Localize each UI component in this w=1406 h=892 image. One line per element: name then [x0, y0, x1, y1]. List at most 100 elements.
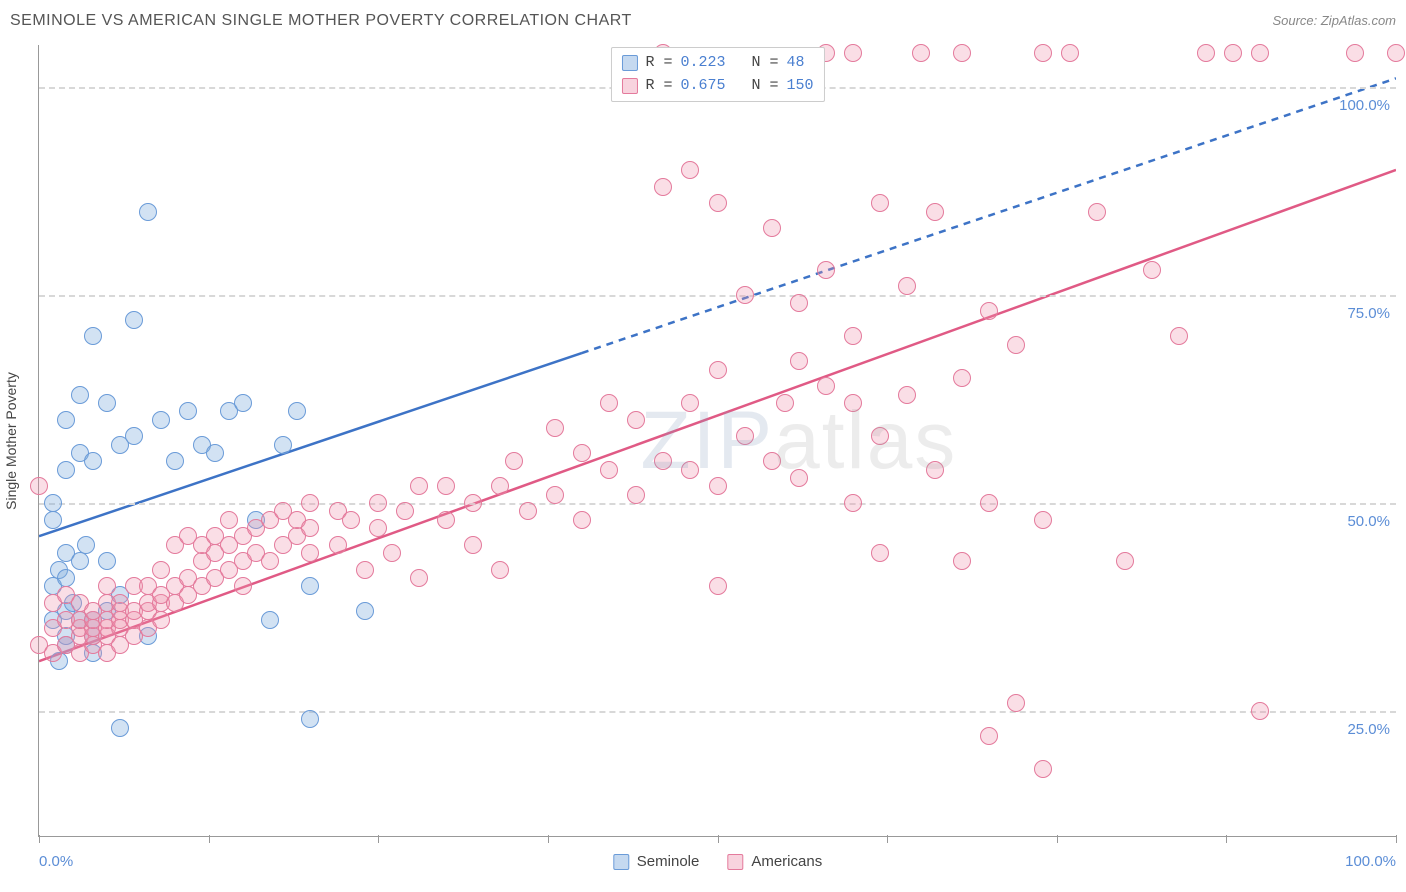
data-point: [396, 502, 414, 520]
data-point: [1251, 702, 1269, 720]
data-point: [681, 161, 699, 179]
data-point: [709, 577, 727, 595]
data-point: [1007, 694, 1025, 712]
data-point: [1116, 552, 1134, 570]
data-point: [437, 511, 455, 529]
legend-item: Seminole: [613, 853, 700, 870]
data-point: [844, 494, 862, 512]
data-point: [98, 394, 116, 412]
x-tick: [1057, 835, 1058, 843]
x-label-max: 100.0%: [1345, 853, 1396, 870]
gridline: [39, 503, 1396, 505]
data-point: [898, 277, 916, 295]
data-point: [871, 544, 889, 562]
data-point: [546, 419, 564, 437]
legend-swatch: [613, 854, 629, 870]
data-point: [790, 469, 808, 487]
data-point: [166, 452, 184, 470]
x-tick: [39, 835, 40, 843]
data-point: [125, 427, 143, 445]
data-point: [953, 44, 971, 62]
data-point: [681, 461, 699, 479]
data-point: [627, 411, 645, 429]
legend-swatch: [621, 78, 637, 94]
data-point: [980, 494, 998, 512]
data-point: [790, 352, 808, 370]
legend-n-value: 48: [787, 52, 805, 75]
data-point: [844, 327, 862, 345]
legend-text: R =: [645, 75, 672, 98]
data-point: [179, 402, 197, 420]
data-point: [1346, 44, 1364, 62]
data-point: [871, 194, 889, 212]
data-point: [44, 511, 62, 529]
data-point: [1387, 44, 1405, 62]
legend-correlation: R = 0.223 N = 48R = 0.675 N = 150: [610, 47, 824, 102]
legend-swatch: [621, 55, 637, 71]
x-label-min: 0.0%: [39, 853, 73, 870]
data-point: [573, 444, 591, 462]
y-axis-label: Single Mother Poverty: [3, 372, 19, 510]
data-point: [1170, 327, 1188, 345]
data-point: [844, 394, 862, 412]
data-point: [71, 552, 89, 570]
y-tick-label: 25.0%: [1347, 721, 1390, 738]
data-point: [356, 561, 374, 579]
legend-series: Seminole Americans: [613, 853, 822, 870]
data-point: [709, 477, 727, 495]
data-point: [763, 452, 781, 470]
data-point: [790, 294, 808, 312]
data-point: [709, 361, 727, 379]
data-point: [301, 519, 319, 537]
data-point: [234, 577, 252, 595]
data-point: [1251, 44, 1269, 62]
data-point: [1088, 203, 1106, 221]
data-point: [519, 502, 537, 520]
data-point: [573, 511, 591, 529]
data-point: [844, 44, 862, 62]
data-point: [898, 386, 916, 404]
gridline: [39, 711, 1396, 713]
data-point: [505, 452, 523, 470]
data-point: [98, 552, 116, 570]
data-point: [98, 577, 116, 595]
data-point: [410, 569, 428, 587]
data-point: [980, 727, 998, 745]
data-point: [57, 461, 75, 479]
legend-r-value: 0.223: [680, 52, 725, 75]
data-point: [1224, 44, 1242, 62]
data-point: [383, 544, 401, 562]
data-point: [125, 311, 143, 329]
legend-item: Americans: [727, 853, 822, 870]
header: SEMINOLE VS AMERICAN SINGLE MOTHER POVER…: [0, 0, 1406, 36]
data-point: [654, 452, 672, 470]
data-point: [437, 477, 455, 495]
data-point: [152, 411, 170, 429]
legend-row: R = 0.223 N = 48: [621, 52, 813, 75]
data-point: [111, 719, 129, 737]
data-point: [912, 44, 930, 62]
data-point: [1034, 760, 1052, 778]
data-point: [736, 286, 754, 304]
data-point: [301, 577, 319, 595]
data-point: [953, 552, 971, 570]
data-point: [139, 203, 157, 221]
data-point: [57, 569, 75, 587]
source-label: Source: ZipAtlas.com: [1272, 13, 1396, 28]
data-point: [84, 452, 102, 470]
data-point: [152, 611, 170, 629]
data-point: [654, 178, 672, 196]
data-point: [84, 327, 102, 345]
x-tick: [209, 835, 210, 843]
data-point: [600, 394, 618, 412]
data-point: [709, 194, 727, 212]
x-tick: [887, 835, 888, 843]
data-point: [627, 486, 645, 504]
data-point: [30, 477, 48, 495]
data-point: [546, 486, 564, 504]
legend-label: Americans: [751, 853, 822, 870]
legend-r-value: 0.675: [680, 75, 725, 98]
data-point: [342, 511, 360, 529]
data-point: [356, 602, 374, 620]
legend-row: R = 0.675 N = 150: [621, 75, 813, 98]
